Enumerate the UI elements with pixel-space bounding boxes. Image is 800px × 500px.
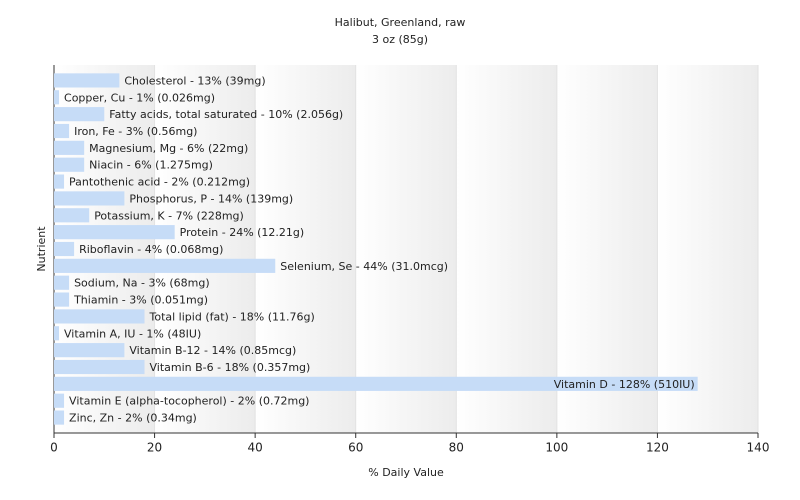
bar [54, 174, 65, 189]
bar [54, 410, 65, 425]
value-label: Thiamin - 3% (0.051mg) [73, 294, 208, 307]
bar [54, 393, 65, 408]
x-tick-label: 80 [449, 441, 464, 455]
value-label: Copper, Cu - 1% (0.026mg) [64, 91, 215, 104]
value-label: Vitamin E (alpha-tocopherol) - 2% (0.72m… [69, 395, 309, 408]
value-label: Selenium, Se - 44% (31.0mcg) [280, 260, 448, 273]
value-label: Potassium, K - 7% (228mg) [94, 209, 244, 222]
x-tick-label: 100 [545, 441, 568, 455]
bar [54, 123, 70, 139]
plot-band [255, 65, 356, 433]
plot-band [456, 65, 557, 433]
bar [54, 326, 60, 341]
bar [54, 157, 85, 172]
value-label: Iron, Fe - 3% (0.56mg) [74, 125, 197, 138]
bar [54, 107, 105, 122]
x-tick-label: 0 [50, 441, 58, 455]
plot-band [657, 65, 758, 433]
bar [54, 241, 75, 257]
bar [54, 73, 120, 88]
bar [54, 191, 125, 206]
value-label: Phosphorus, P - 14% (139mg) [129, 192, 293, 205]
bar [54, 359, 145, 375]
chart-title: Halibut, Greenland, raw [335, 16, 466, 29]
plot-band [355, 65, 457, 433]
bar [54, 258, 276, 273]
value-label: Sodium, Na - 3% (68mg) [74, 277, 210, 290]
x-tick-label: 20 [147, 441, 162, 455]
value-label: Vitamin D - 128% (510IU) [554, 378, 695, 391]
bar [54, 275, 70, 290]
value-label: Vitamin A, IU - 1% (48IU) [64, 327, 201, 340]
x-tick-label: 140 [747, 441, 770, 455]
bar [54, 309, 145, 324]
value-label: Pantothenic acid - 2% (0.212mg) [69, 176, 250, 189]
bar [54, 90, 60, 105]
value-label: Magnesium, Mg - 6% (22mg) [89, 142, 248, 155]
x-tick-label: 120 [646, 441, 669, 455]
value-label: Fatty acids, total saturated - 10% (2.05… [109, 108, 343, 121]
value-label: Vitamin B-6 - 18% (0.357mg) [150, 361, 311, 374]
value-label: Vitamin B-12 - 14% (0.85mcg) [129, 344, 296, 357]
value-label: Niacin - 6% (1.275mg) [89, 159, 213, 172]
value-label: Protein - 24% (12.21g) [180, 226, 305, 239]
bar [54, 208, 90, 223]
x-axis-label: % Daily Value [368, 466, 444, 479]
bar [54, 292, 70, 307]
value-label: Cholesterol - 13% (39mg) [124, 74, 265, 87]
bar [54, 225, 175, 240]
bar [54, 140, 85, 155]
bar [54, 376, 698, 391]
value-label: Total lipid (fat) - 18% (11.76g) [149, 310, 315, 323]
bar [54, 343, 125, 358]
y-axis-label: Nutrient [35, 226, 48, 272]
plot-band [154, 65, 256, 433]
chart-subtitle: 3 oz (85g) [372, 33, 428, 46]
plot-band [556, 65, 658, 433]
value-label: Zinc, Zn - 2% (0.34mg) [69, 412, 197, 425]
value-label: Riboflavin - 4% (0.068mg) [79, 243, 223, 256]
x-tick-label: 40 [248, 441, 263, 455]
x-tick-label: 60 [348, 441, 363, 455]
